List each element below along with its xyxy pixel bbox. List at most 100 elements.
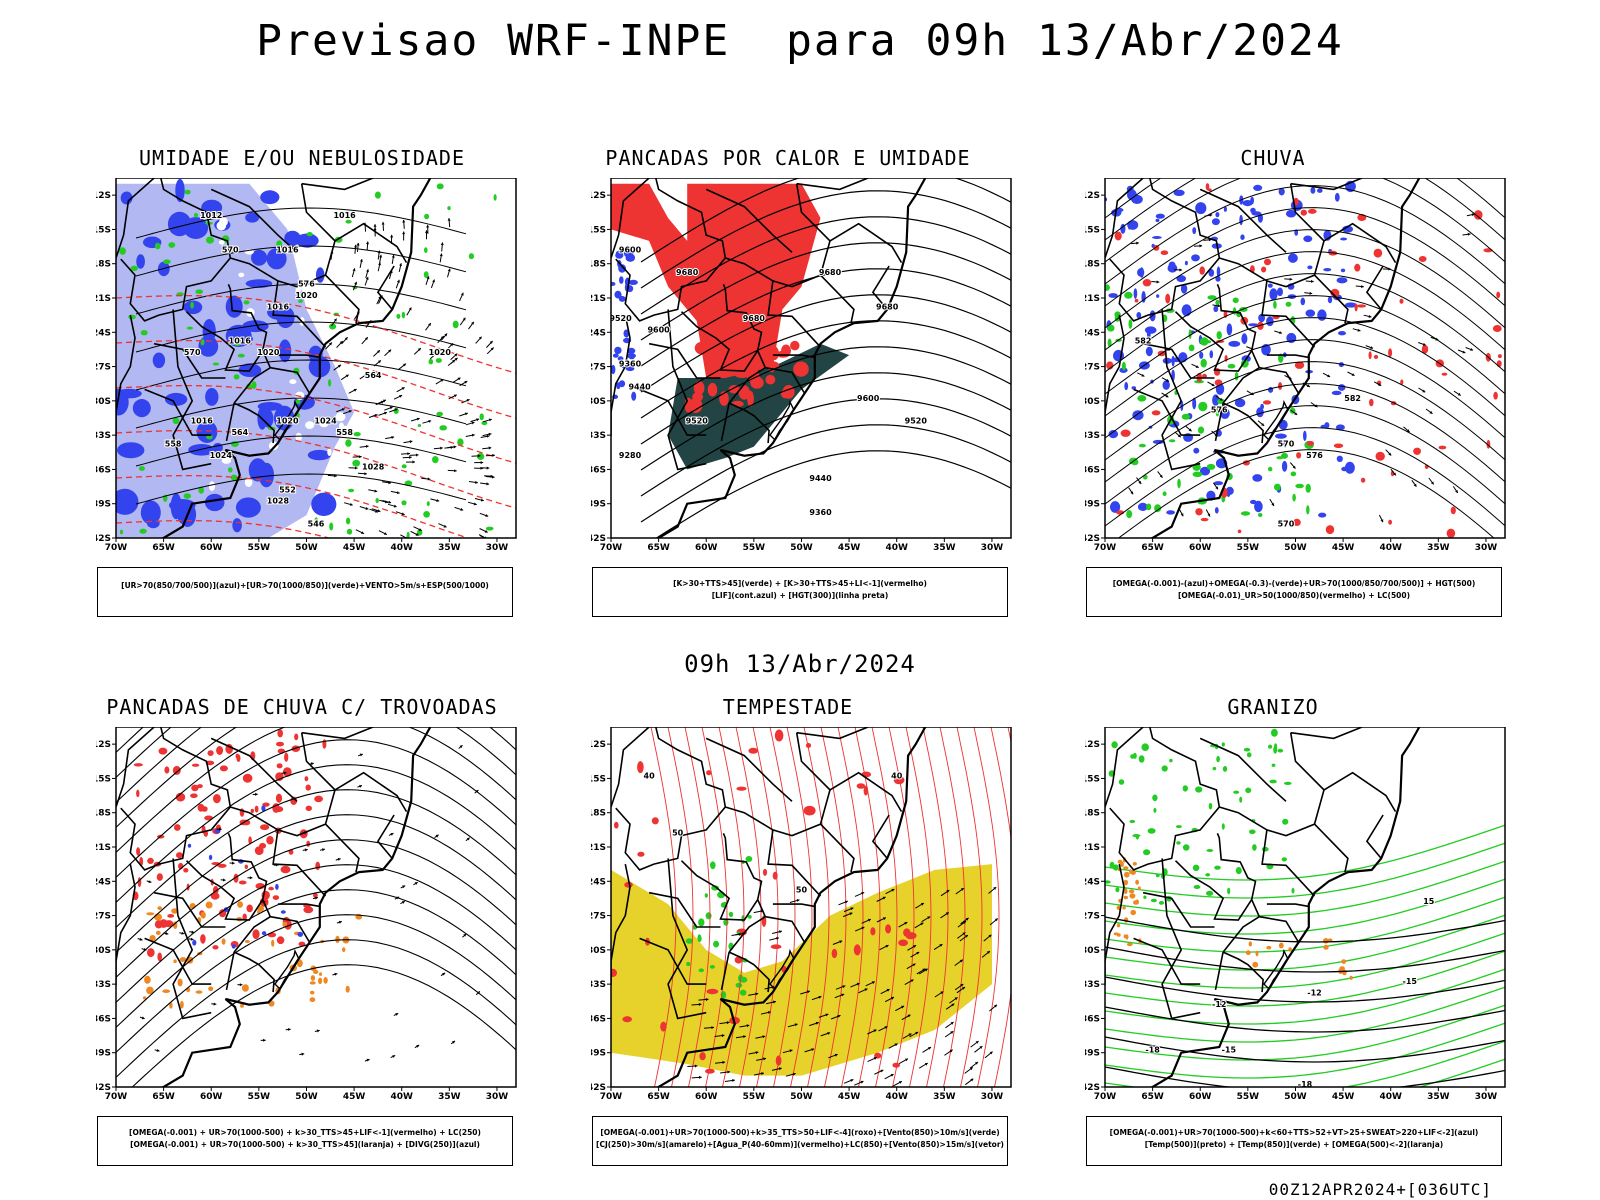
omega-blue bbox=[1275, 433, 1287, 439]
omega-green bbox=[1268, 466, 1273, 472]
humidity-low-contour bbox=[206, 236, 214, 244]
omega-blue bbox=[1141, 291, 1146, 303]
wind-vector-head bbox=[432, 279, 435, 283]
lc500-vector-head bbox=[1141, 373, 1145, 377]
contour-label: 9520 bbox=[905, 417, 928, 426]
lc500-vector-head bbox=[1311, 279, 1314, 283]
wind-vector-head bbox=[378, 262, 382, 266]
lc500-vector-head bbox=[1306, 384, 1310, 387]
hgt300-line bbox=[640, 372, 1011, 471]
thunder-red bbox=[267, 932, 277, 938]
omega-red bbox=[1473, 210, 1483, 220]
lat-tick-label: 33S bbox=[1085, 980, 1100, 990]
thunder-orange bbox=[345, 985, 350, 993]
temp850-line bbox=[1105, 896, 1505, 953]
lat-tick-label: 21S bbox=[96, 843, 111, 853]
lat-tick-label: 15S bbox=[96, 225, 111, 235]
thunder-red bbox=[147, 948, 155, 958]
wind-vector-head bbox=[489, 341, 493, 344]
border-line bbox=[728, 951, 770, 993]
lat-tick-label: 36S bbox=[591, 1014, 606, 1024]
wind850-vector-head bbox=[964, 935, 968, 938]
contour-label: 9600 bbox=[619, 245, 642, 254]
thunder-red bbox=[276, 763, 283, 769]
border-line bbox=[611, 727, 650, 808]
lat-tick-label: 39S bbox=[591, 500, 606, 510]
omega-blue bbox=[1226, 487, 1231, 498]
omega-green bbox=[1105, 284, 1110, 291]
lc500-vector-head bbox=[1422, 389, 1426, 393]
thunder-red bbox=[175, 792, 186, 802]
wind850-vector-head bbox=[844, 900, 848, 904]
contour-label: 9360 bbox=[809, 508, 832, 517]
wind-vector-head bbox=[379, 254, 383, 258]
contour-label: 9360 bbox=[619, 360, 642, 369]
humidity-low-contour bbox=[139, 528, 147, 534]
wind850-vector-head bbox=[776, 936, 779, 940]
lc500-vector-head bbox=[1136, 241, 1139, 245]
contour-label: 1016 bbox=[191, 417, 214, 426]
humidity-high-blob bbox=[260, 190, 280, 205]
wind850-vector-head bbox=[743, 1035, 746, 1039]
omega-red bbox=[1333, 443, 1344, 449]
temp850-contour bbox=[1221, 742, 1225, 747]
omega-green bbox=[1126, 510, 1133, 519]
thunder-red bbox=[254, 846, 264, 855]
wind-vector-head bbox=[480, 498, 484, 502]
thunder-red bbox=[190, 793, 198, 798]
showers-red-blob bbox=[688, 397, 703, 413]
omega-green bbox=[1200, 358, 1207, 368]
omega-red bbox=[1400, 379, 1404, 385]
humidity-low-contour bbox=[130, 265, 138, 271]
omega-blue bbox=[1250, 196, 1254, 205]
omega-green bbox=[1215, 407, 1220, 417]
streamline-arrow-head bbox=[392, 1055, 396, 1058]
streamline-arrow-head bbox=[359, 753, 363, 757]
border-line bbox=[829, 222, 903, 264]
wind-vector-head bbox=[365, 277, 369, 280]
hgt500-line bbox=[1105, 229, 1505, 329]
wind850-vector-head bbox=[778, 1067, 782, 1071]
thunder-orange bbox=[208, 986, 214, 992]
contour-label: 9520 bbox=[686, 417, 709, 426]
lon-tick-label: 55W bbox=[743, 543, 766, 550]
humidity-low-contour bbox=[468, 253, 474, 260]
clear-patch bbox=[329, 227, 335, 233]
lon-tick-label: 30W bbox=[1475, 543, 1498, 550]
lc250-streamline bbox=[116, 864, 516, 1004]
border-line bbox=[210, 188, 298, 253]
border-line bbox=[680, 832, 763, 921]
temp850-contour bbox=[1271, 763, 1276, 767]
streamline-arrow-head bbox=[156, 1048, 160, 1052]
border-line bbox=[1290, 178, 1363, 191]
hgt500-line bbox=[1105, 405, 1505, 505]
map-frame bbox=[1104, 727, 1506, 1088]
wind850-vector-head bbox=[890, 1074, 894, 1077]
omega500-orange bbox=[1248, 941, 1252, 947]
map-frame bbox=[610, 178, 1012, 539]
wind-vector-head bbox=[373, 224, 377, 227]
border-line bbox=[1105, 727, 1144, 808]
omega-green bbox=[1285, 301, 1292, 307]
wind-vector-head bbox=[485, 514, 489, 517]
thickness-line bbox=[116, 474, 470, 538]
omega-blue bbox=[1171, 355, 1175, 367]
omega-green bbox=[1124, 291, 1133, 299]
thunder-red bbox=[260, 824, 270, 831]
wind-vector-head bbox=[440, 242, 444, 246]
lon-tick-label: 30W bbox=[1475, 1092, 1498, 1099]
thunder-orange bbox=[154, 913, 162, 921]
omega-green bbox=[1128, 319, 1133, 329]
wind850-green bbox=[698, 918, 705, 927]
streamline-arrow-head bbox=[414, 882, 418, 885]
temp850-contour bbox=[1261, 846, 1269, 852]
lon-tick-label: 40W bbox=[390, 543, 413, 550]
lc500-vector-head bbox=[1455, 490, 1458, 493]
wind850-vector-head bbox=[954, 997, 958, 1001]
wind850-vector-head bbox=[975, 1041, 979, 1044]
wind850-vector-head bbox=[722, 1060, 726, 1064]
plot-area: 582 576 570 576 570 582 bbox=[1105, 178, 1505, 538]
omega-blue bbox=[1317, 309, 1327, 321]
showers-red-blob bbox=[765, 374, 776, 385]
omega-blue bbox=[1317, 188, 1323, 193]
